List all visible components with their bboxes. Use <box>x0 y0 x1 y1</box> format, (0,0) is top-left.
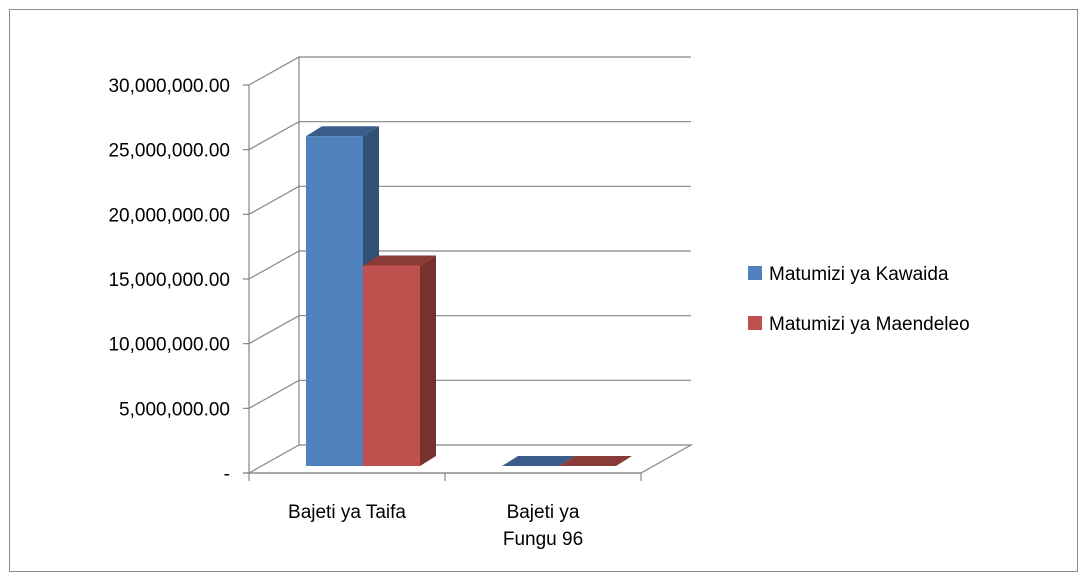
y-tick-label: - <box>224 464 230 485</box>
y-tick-label: 25,000,000.00 <box>108 141 230 162</box>
y-tick-label: 30,000,000.00 <box>108 76 230 97</box>
y-tick-label: 5,000,000.00 <box>119 399 230 420</box>
bar-top <box>559 456 632 466</box>
y-tick-label: 15,000,000.00 <box>108 270 230 291</box>
bar-top <box>502 456 575 466</box>
gridline <box>248 56 691 86</box>
legend-swatch <box>748 266 762 280</box>
x-category-label: Bajeti ya Taifa <box>288 502 406 523</box>
x-category-label: Fungu 96 <box>503 529 583 550</box>
bar-top <box>363 255 436 266</box>
bar-chart: - 5,000,000.00 10,000,000.00 15,000,000.00 2… <box>108 56 970 550</box>
x-category-label: Bajeti ya <box>507 502 580 523</box>
bar <box>363 265 420 466</box>
chart-frame: - 5,000,000.00 10,000,000.00 15,000,000.00 2… <box>9 9 1078 572</box>
legend-label: Matumizi ya Kawaida <box>769 264 949 285</box>
y-tick-label: 20,000,000.00 <box>108 205 230 226</box>
bar <box>306 136 363 466</box>
bar-side <box>420 255 436 466</box>
y-tick-label: 10,000,000.00 <box>108 335 230 356</box>
legend-swatch <box>748 316 762 330</box>
bar-top <box>306 126 379 137</box>
legend-label: Matumizi ya Maendeleo <box>769 314 970 335</box>
